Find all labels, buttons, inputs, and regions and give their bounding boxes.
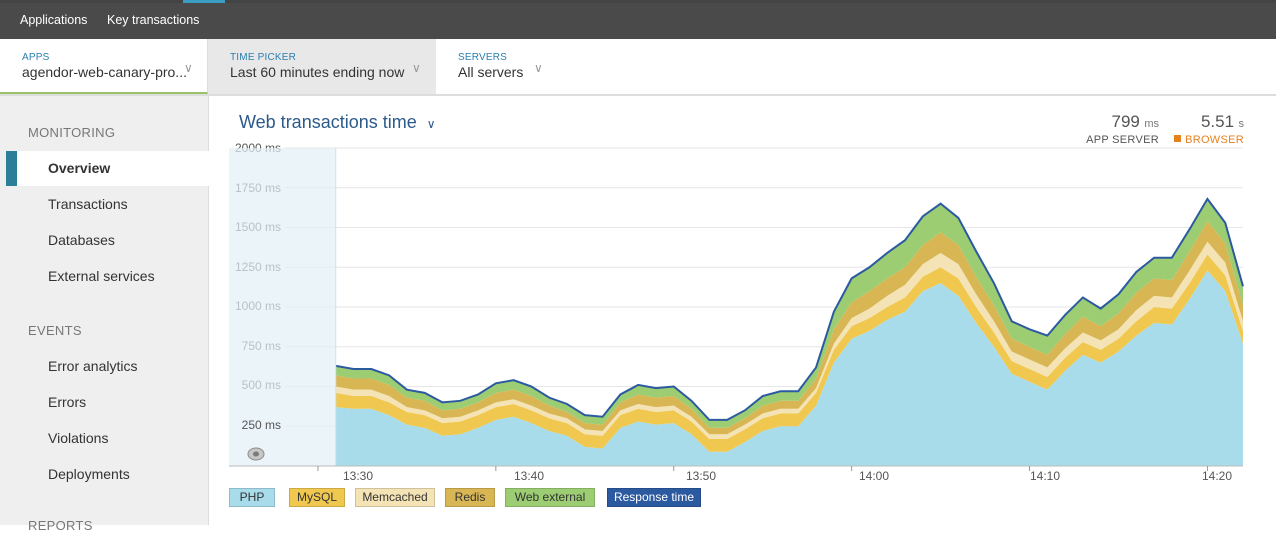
top-strip bbox=[0, 0, 1276, 3]
right-edge-panel bbox=[1268, 96, 1276, 525]
sidebar-item-error-analytics[interactable]: Error analytics bbox=[48, 358, 138, 374]
sidebar-active-background bbox=[6, 151, 209, 186]
apps-value: agendor-web-canary-pro... bbox=[22, 64, 187, 80]
servers-label: SERVERS bbox=[458, 52, 508, 63]
app-server-value: 799 bbox=[1111, 112, 1140, 131]
x-tick-label: 13:50 bbox=[685, 469, 717, 483]
sidebar-item-violations[interactable]: Violations bbox=[48, 430, 109, 446]
browser-caption: BROWSER bbox=[1185, 134, 1244, 146]
web-transactions-chart[interactable] bbox=[209, 96, 1276, 525]
time-picker-value: Last 60 minutes ending now bbox=[230, 64, 405, 80]
legend-memcached[interactable]: Memcached bbox=[355, 488, 435, 507]
response-time-line bbox=[335, 197, 1244, 421]
servers-value: All servers bbox=[458, 64, 524, 80]
top-strip-accent bbox=[183, 0, 225, 3]
sidebar-heading-monitoring: MONITORING bbox=[28, 125, 116, 140]
browser-metric[interactable]: 5.51 s BROWSER bbox=[1159, 112, 1244, 146]
top-nav: Applications Key transactions bbox=[0, 3, 1276, 39]
sidebar: MONITORING Overview Transactions Databas… bbox=[0, 96, 209, 533]
legend-response-time[interactable]: Response time bbox=[607, 488, 701, 507]
browser-value: 5.51 bbox=[1200, 112, 1235, 131]
apps-selector[interactable]: APPS agendor-web-canary-pro... ∨ bbox=[0, 39, 208, 94]
app-server-caption: APP SERVER bbox=[1086, 134, 1159, 146]
nav-applications[interactable]: Applications bbox=[20, 13, 88, 27]
sidebar-item-overview[interactable]: Overview bbox=[48, 160, 111, 176]
servers-selector[interactable]: SERVERS All servers ∨ bbox=[436, 39, 596, 94]
nav-key-transactions[interactable]: Key transactions bbox=[107, 13, 200, 27]
sidebar-active-indicator bbox=[6, 151, 17, 186]
x-tick-label: 14:20 bbox=[1201, 469, 1233, 483]
legend-web-external[interactable]: Web external bbox=[505, 488, 595, 507]
legend-php[interactable]: PHP bbox=[229, 488, 275, 507]
x-tick-label: 13:30 bbox=[342, 469, 374, 483]
apps-label: APPS bbox=[22, 52, 50, 63]
legend-redis[interactable]: Redis bbox=[445, 488, 495, 507]
x-tick-label: 13:40 bbox=[513, 469, 545, 483]
app-server-metric: 799 ms APP SERVER bbox=[1069, 112, 1159, 146]
app-server-unit: ms bbox=[1144, 118, 1159, 130]
deployment-marker-center bbox=[253, 451, 259, 457]
y-tick-label: 250 ms bbox=[241, 418, 281, 432]
sidebar-item-errors[interactable]: Errors bbox=[48, 394, 87, 410]
legend-mysql[interactable]: MySQL bbox=[289, 488, 345, 507]
sidebar-item-transactions[interactable]: Transactions bbox=[48, 196, 128, 212]
chevron-down-icon: ∨ bbox=[184, 61, 193, 75]
x-tick-label: 14:00 bbox=[858, 469, 890, 483]
history-overlay bbox=[229, 148, 336, 466]
selector-bar: APPS agendor-web-canary-pro... ∨ TIME PI… bbox=[0, 39, 1276, 96]
sidebar-item-external-services[interactable]: External services bbox=[48, 268, 155, 284]
main-panel: Web transactions time ∨ 799 ms APP SERVER… bbox=[209, 96, 1276, 525]
chart-title[interactable]: Web transactions time ∨ bbox=[239, 112, 436, 133]
chevron-down-icon: ∨ bbox=[412, 61, 421, 75]
sidebar-heading-events: EVENTS bbox=[28, 323, 82, 338]
chart-title-text: Web transactions time bbox=[239, 112, 417, 132]
x-tick-label: 14:10 bbox=[1029, 469, 1061, 483]
time-picker-label: TIME PICKER bbox=[230, 52, 297, 63]
chevron-down-icon: ∨ bbox=[426, 117, 436, 131]
browser-unit: s bbox=[1238, 118, 1245, 130]
browser-color-swatch bbox=[1174, 135, 1182, 142]
sidebar-heading-reports: REPORTS bbox=[28, 518, 93, 533]
time-picker[interactable]: TIME PICKER Last 60 minutes ending now ∨ bbox=[208, 39, 436, 94]
sidebar-item-databases[interactable]: Databases bbox=[48, 232, 115, 248]
chevron-down-icon: ∨ bbox=[534, 61, 543, 75]
area-series-php bbox=[335, 270, 1244, 466]
sidebar-item-deployments[interactable]: Deployments bbox=[48, 466, 130, 482]
